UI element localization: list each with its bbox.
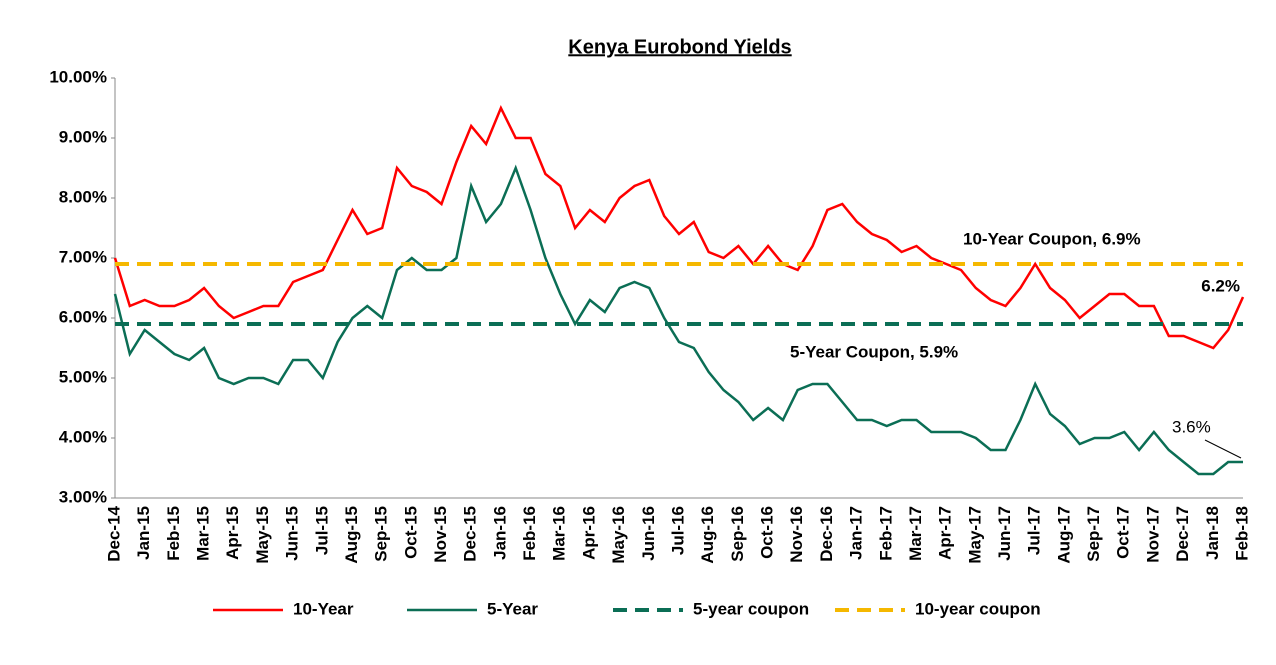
x-tick-label: May-16: [609, 506, 628, 564]
x-tick-label: Jun-15: [283, 506, 302, 561]
legend-label: 10-year coupon: [915, 599, 1041, 618]
x-tick-label: Nov-15: [431, 506, 450, 563]
x-tick-label: Jul-15: [312, 506, 331, 555]
y-tick-label: 5.00%: [59, 367, 107, 386]
series-line: [113, 164, 1243, 476]
x-tick-label: Aug-16: [698, 506, 717, 564]
y-tick-label: 7.00%: [59, 247, 107, 266]
y-tick-label: 3.00%: [59, 487, 107, 506]
x-tick-label: Jul-16: [668, 506, 687, 555]
y-tick-label: 8.00%: [59, 187, 107, 206]
x-tick-label: Sep-16: [728, 506, 747, 562]
annotation: 5-Year Coupon, 5.9%: [790, 342, 958, 361]
x-tick-label: Feb-18: [1232, 506, 1251, 561]
y-tick-label: 9.00%: [59, 127, 107, 146]
x-tick-label: Feb-16: [520, 506, 539, 561]
legend-label: 10-Year: [293, 599, 354, 618]
x-tick-label: Oct-16: [758, 506, 777, 559]
x-tick-label: Nov-17: [1143, 506, 1162, 563]
x-tick-label: Oct-17: [1114, 506, 1133, 559]
series-line: [113, 104, 1245, 350]
x-tick-label: Jun-16: [639, 506, 658, 561]
x-tick-label: Jun-17: [995, 506, 1014, 561]
annotation-leader: [1204, 439, 1242, 459]
chart-title: Kenya Eurobond Yields: [568, 36, 791, 58]
x-tick-label: Mar-17: [906, 506, 925, 561]
y-tick-label: 10.00%: [49, 67, 107, 86]
x-tick-label: Jan-16: [490, 506, 509, 560]
x-tick-label: Mar-15: [194, 506, 213, 561]
x-tick-label: Sep-17: [1084, 506, 1103, 562]
x-tick-label: Dec-17: [1173, 506, 1192, 562]
x-tick-label: Jul-17: [1025, 506, 1044, 555]
legend-label: 5-Year: [487, 599, 538, 618]
legend-label: 5-year coupon: [693, 599, 809, 618]
x-tick-label: Oct-15: [401, 506, 420, 559]
x-tick-label: Dec-16: [817, 506, 836, 562]
x-tick-label: Jan-17: [847, 506, 866, 560]
x-tick-label: Jan-15: [134, 506, 153, 560]
x-tick-label: May-15: [253, 506, 272, 564]
x-tick-label: May-17: [965, 506, 984, 564]
x-tick-label: Apr-15: [223, 506, 242, 560]
x-tick-label: Feb-17: [876, 506, 895, 561]
y-tick-label: 6.00%: [59, 307, 107, 326]
annotation: 10-Year Coupon, 6.9%: [963, 229, 1141, 248]
x-tick-label: Dec-15: [461, 506, 480, 562]
annotation: 3.6%: [1172, 417, 1211, 436]
y-tick-label: 4.00%: [59, 427, 107, 446]
x-tick-label: Jan-18: [1203, 506, 1222, 560]
x-tick-label: Dec-14: [104, 505, 123, 561]
x-tick-label: Feb-15: [164, 506, 183, 561]
x-tick-label: Apr-17: [936, 506, 955, 560]
x-tick-label: Aug-17: [1054, 506, 1073, 564]
x-tick-label: Mar-16: [550, 506, 569, 561]
x-tick-label: Aug-15: [342, 506, 361, 564]
x-tick-label: Apr-16: [579, 506, 598, 560]
annotation: 6.2%: [1201, 276, 1240, 295]
x-tick-label: Nov-16: [787, 506, 806, 563]
x-tick-label: Sep-15: [372, 506, 391, 562]
